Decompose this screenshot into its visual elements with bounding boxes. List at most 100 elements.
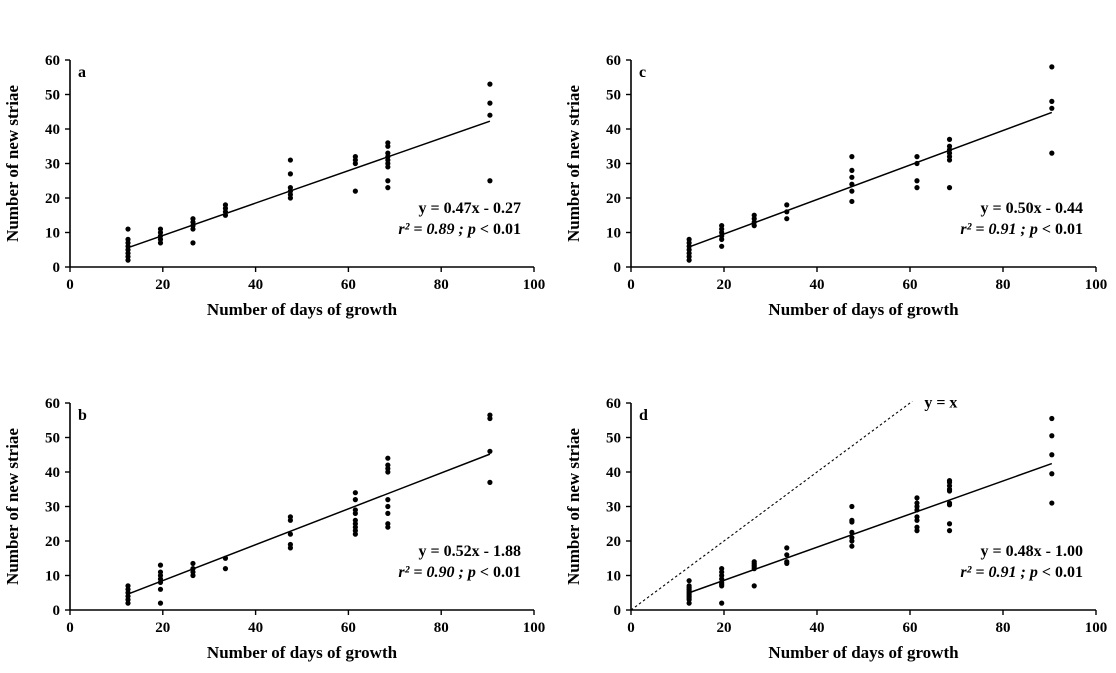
y-tick-label: 60 [45, 396, 60, 412]
data-point [352, 507, 358, 513]
data-point [222, 555, 229, 561]
y-tick-label: 50 [606, 431, 621, 447]
x-tick-label: 100 [523, 620, 546, 636]
y-tick-label: 30 [45, 157, 60, 173]
data-point [946, 521, 953, 527]
data-point [125, 236, 131, 242]
y-axis-title: Number of new striae [564, 85, 583, 242]
x-tick-label: 0 [66, 620, 74, 636]
data-point [914, 178, 920, 184]
p-symbol: p [466, 221, 476, 238]
y-tick-label: 20 [45, 191, 60, 207]
y-tick-label: 60 [606, 53, 621, 69]
data-point [1049, 452, 1055, 458]
data-point [914, 514, 920, 520]
y-tick-label: 0 [53, 260, 61, 276]
r-squared-label: r² = 0.91 ; [960, 564, 1029, 581]
p-symbol: p [1028, 564, 1038, 581]
y-tick-label: 10 [606, 226, 621, 242]
y-tick-label: 40 [606, 122, 621, 138]
data-point [946, 528, 953, 534]
r-squared-label: r² = 0.91 ; [960, 221, 1029, 238]
y-axis-title: Number of new striae [3, 428, 22, 585]
data-point [719, 600, 725, 606]
p-value: < 0.01 [1038, 221, 1083, 238]
x-tick-label: 80 [434, 620, 449, 636]
x-tick-label: 80 [434, 277, 449, 293]
x-tick-label: 80 [996, 620, 1011, 636]
regression-equation: y = 0.52x - 1.88 [419, 543, 521, 560]
y-tick-label: 10 [45, 226, 60, 242]
y-axis-title: Number of new striae [3, 85, 22, 242]
x-tick-label: 0 [627, 277, 635, 293]
x-tick-label: 100 [523, 277, 546, 293]
r-squared-label: r² = 0.89 ; [398, 221, 467, 238]
regression-line [688, 111, 1053, 248]
data-point [125, 226, 131, 232]
data-point [914, 160, 920, 167]
data-point [287, 185, 293, 191]
x-tick-label: 40 [248, 620, 263, 636]
x-tick-label: 0 [66, 277, 74, 293]
x-tick-label: 20 [155, 620, 170, 636]
x-tick-label: 60 [903, 277, 918, 293]
regression-line [127, 453, 491, 595]
data-point [157, 226, 164, 232]
fit-statistics: r² = 0.90 ; p < 0.01 [398, 564, 521, 581]
data-point [385, 462, 391, 468]
y-tick-label: 10 [45, 569, 60, 585]
fit-statistics: r² = 0.89 ; p < 0.01 [398, 221, 521, 238]
x-tick-label: 60 [341, 620, 356, 636]
data-point [222, 202, 229, 208]
data-point [686, 583, 692, 589]
y-tick-label: 10 [606, 569, 621, 585]
y-tick-label: 30 [45, 500, 60, 516]
regression-line [688, 462, 1053, 594]
data-point [157, 562, 164, 568]
data-point [287, 171, 293, 177]
y-tick-label: 40 [606, 465, 621, 481]
regression-line [127, 120, 491, 249]
x-axis-title: Number of days of growth [768, 643, 959, 662]
data-point [686, 578, 692, 584]
data-point [385, 178, 391, 184]
data-point [385, 140, 391, 146]
data-point [190, 240, 196, 246]
panel-letter: d [639, 407, 648, 424]
y-tick-label: 40 [45, 465, 60, 481]
data-point [487, 479, 493, 485]
x-tick-label: 80 [996, 277, 1011, 293]
fit-statistics: r² = 0.91 ; p < 0.01 [960, 564, 1083, 581]
x-tick-label: 40 [810, 277, 825, 293]
data-point [1049, 105, 1055, 111]
data-point [385, 521, 391, 527]
x-tick-label: 60 [341, 277, 356, 293]
data-point [352, 490, 358, 496]
panel-letter: b [78, 407, 87, 424]
data-point [849, 198, 855, 205]
data-point [914, 524, 920, 530]
data-point [914, 495, 920, 501]
x-tick-label: 60 [903, 620, 918, 636]
panel-b: 0 20 40 60 80 100 0 10 20 30 40 50 60 Number of days … [3, 396, 545, 662]
x-tick-label: 100 [1085, 620, 1108, 636]
data-point [352, 497, 358, 503]
y-tick-label: 50 [45, 88, 60, 104]
data-point [352, 154, 358, 160]
data-point [719, 243, 725, 249]
data-point [487, 112, 493, 118]
y-tick-label: 30 [606, 157, 621, 173]
y-tick-label: 50 [45, 431, 60, 447]
data-point [385, 510, 391, 516]
x-tick-label: 20 [155, 277, 170, 293]
y-tick-label: 60 [606, 396, 621, 412]
panel-c: 0 20 40 60 80 100 0 10 20 30 40 50 60 Number of days … [564, 53, 1107, 319]
data-point [946, 185, 953, 191]
data-point [1049, 150, 1055, 156]
p-symbol: p [466, 564, 476, 581]
x-tick-label: 0 [627, 620, 635, 636]
data-point [287, 514, 293, 520]
data-point [487, 100, 493, 106]
data-point [157, 600, 164, 606]
